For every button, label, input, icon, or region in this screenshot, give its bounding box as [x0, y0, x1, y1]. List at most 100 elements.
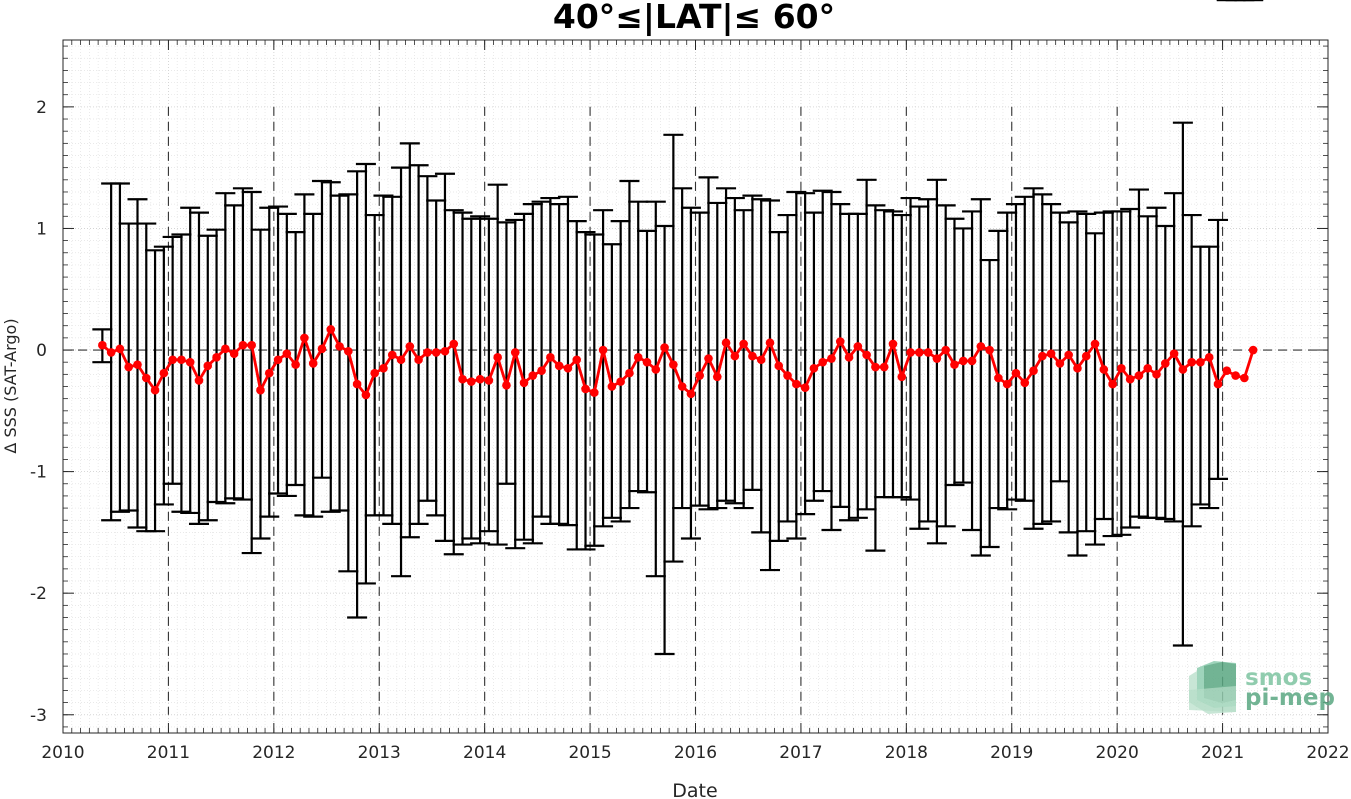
data-point [563, 363, 573, 373]
data-point [467, 377, 476, 386]
x-tick-label: 2016 [674, 743, 717, 763]
data-point [1046, 349, 1056, 358]
chart-title: 40°≤|LAT|≤ 60° [553, 0, 835, 36]
y-tick-label: -1 [30, 463, 47, 483]
data-point [493, 353, 502, 362]
x-tick-label: 2019 [990, 743, 1033, 763]
data-point [1196, 357, 1205, 367]
data-point [994, 373, 1003, 383]
data-point [115, 344, 125, 354]
y-tick-labels: -3 -2 -1 0 1 2 [30, 98, 47, 726]
data-point [361, 390, 371, 400]
data-point [721, 338, 731, 348]
x-tick-label: 2014 [463, 743, 506, 763]
data-point [774, 361, 784, 371]
x-tick-label: 2022 [1306, 743, 1349, 763]
data-point [326, 325, 336, 334]
data-point [150, 385, 160, 395]
data-point [835, 337, 845, 346]
x-tick-label: 2018 [885, 743, 928, 763]
data-point [1222, 366, 1232, 375]
data-point [431, 348, 441, 357]
data-point [809, 363, 819, 373]
axis-ticks [62, 40, 1329, 733]
data-point [704, 354, 713, 363]
y-tick-label: 2 [36, 98, 47, 118]
x-tick-label: 2020 [1096, 743, 1139, 763]
x-tick-label: 2010 [41, 743, 84, 763]
data-point [765, 338, 775, 348]
data-point [352, 379, 362, 389]
logo-text-pi-mep: pi-mep [1245, 685, 1335, 711]
data-point [625, 368, 634, 378]
data-point [651, 365, 661, 374]
data-point [1064, 350, 1073, 360]
data-point [967, 356, 977, 366]
data-point [1152, 370, 1161, 379]
data-point [370, 368, 379, 378]
data-point [844, 353, 854, 362]
data-point [98, 340, 107, 350]
x-tick-label: 2013 [358, 743, 401, 763]
y-tick-label: -2 [30, 584, 47, 604]
data-point [440, 346, 450, 356]
data-point [291, 360, 300, 369]
data-point [247, 340, 256, 350]
data-point [221, 344, 230, 354]
x-tick-label: 2012 [252, 743, 295, 763]
data-point [800, 383, 810, 393]
data-point [1240, 373, 1249, 383]
data-point [106, 348, 116, 357]
data-point [1143, 363, 1153, 373]
data-point [862, 350, 871, 360]
data-point [335, 342, 344, 351]
data-point [502, 380, 511, 390]
data-point [1134, 371, 1144, 380]
data-point [958, 356, 968, 366]
data-point [212, 353, 221, 362]
data-point [598, 345, 608, 355]
y-tick-label: 0 [36, 341, 47, 361]
data-point [554, 361, 564, 371]
x-tick-label: 2021 [1201, 743, 1244, 763]
data-point [133, 360, 142, 369]
data-point [686, 389, 696, 399]
data-point [923, 348, 933, 357]
data-point [484, 376, 494, 385]
data-point [1081, 351, 1091, 361]
data-points [98, 325, 1258, 400]
data-point [185, 357, 195, 367]
data-point [1011, 368, 1021, 378]
data-point [1169, 349, 1179, 358]
data-point [572, 355, 582, 365]
data-point [414, 355, 423, 365]
data-point [853, 342, 863, 351]
data-point [423, 348, 432, 357]
data-point [1248, 345, 1258, 355]
x-tick-labels: 2010 2011 2012 2013 2014 2015 2016 2017 2018 2019… [41, 743, 1349, 763]
data-point [194, 376, 204, 385]
data-point [1020, 378, 1030, 388]
data-point [229, 349, 239, 358]
x-tick-label: 2017 [779, 743, 822, 763]
data-point [510, 348, 520, 357]
data-point [1108, 379, 1117, 389]
data-point [519, 378, 529, 388]
data-point [1231, 371, 1240, 380]
data-point [607, 382, 617, 391]
data-point [1002, 379, 1012, 389]
data-point [756, 355, 766, 365]
data-point [1125, 374, 1135, 384]
data-point [792, 379, 801, 389]
data-point [203, 361, 213, 371]
data-point [590, 388, 599, 397]
data-point [1029, 366, 1038, 375]
y-tick-label: -3 [30, 706, 47, 726]
data-point [660, 343, 669, 352]
data-point [633, 353, 643, 362]
data-point [1187, 357, 1196, 367]
error-bars [92, 0, 1264, 656]
data-point [581, 384, 590, 394]
data-point [932, 354, 942, 363]
